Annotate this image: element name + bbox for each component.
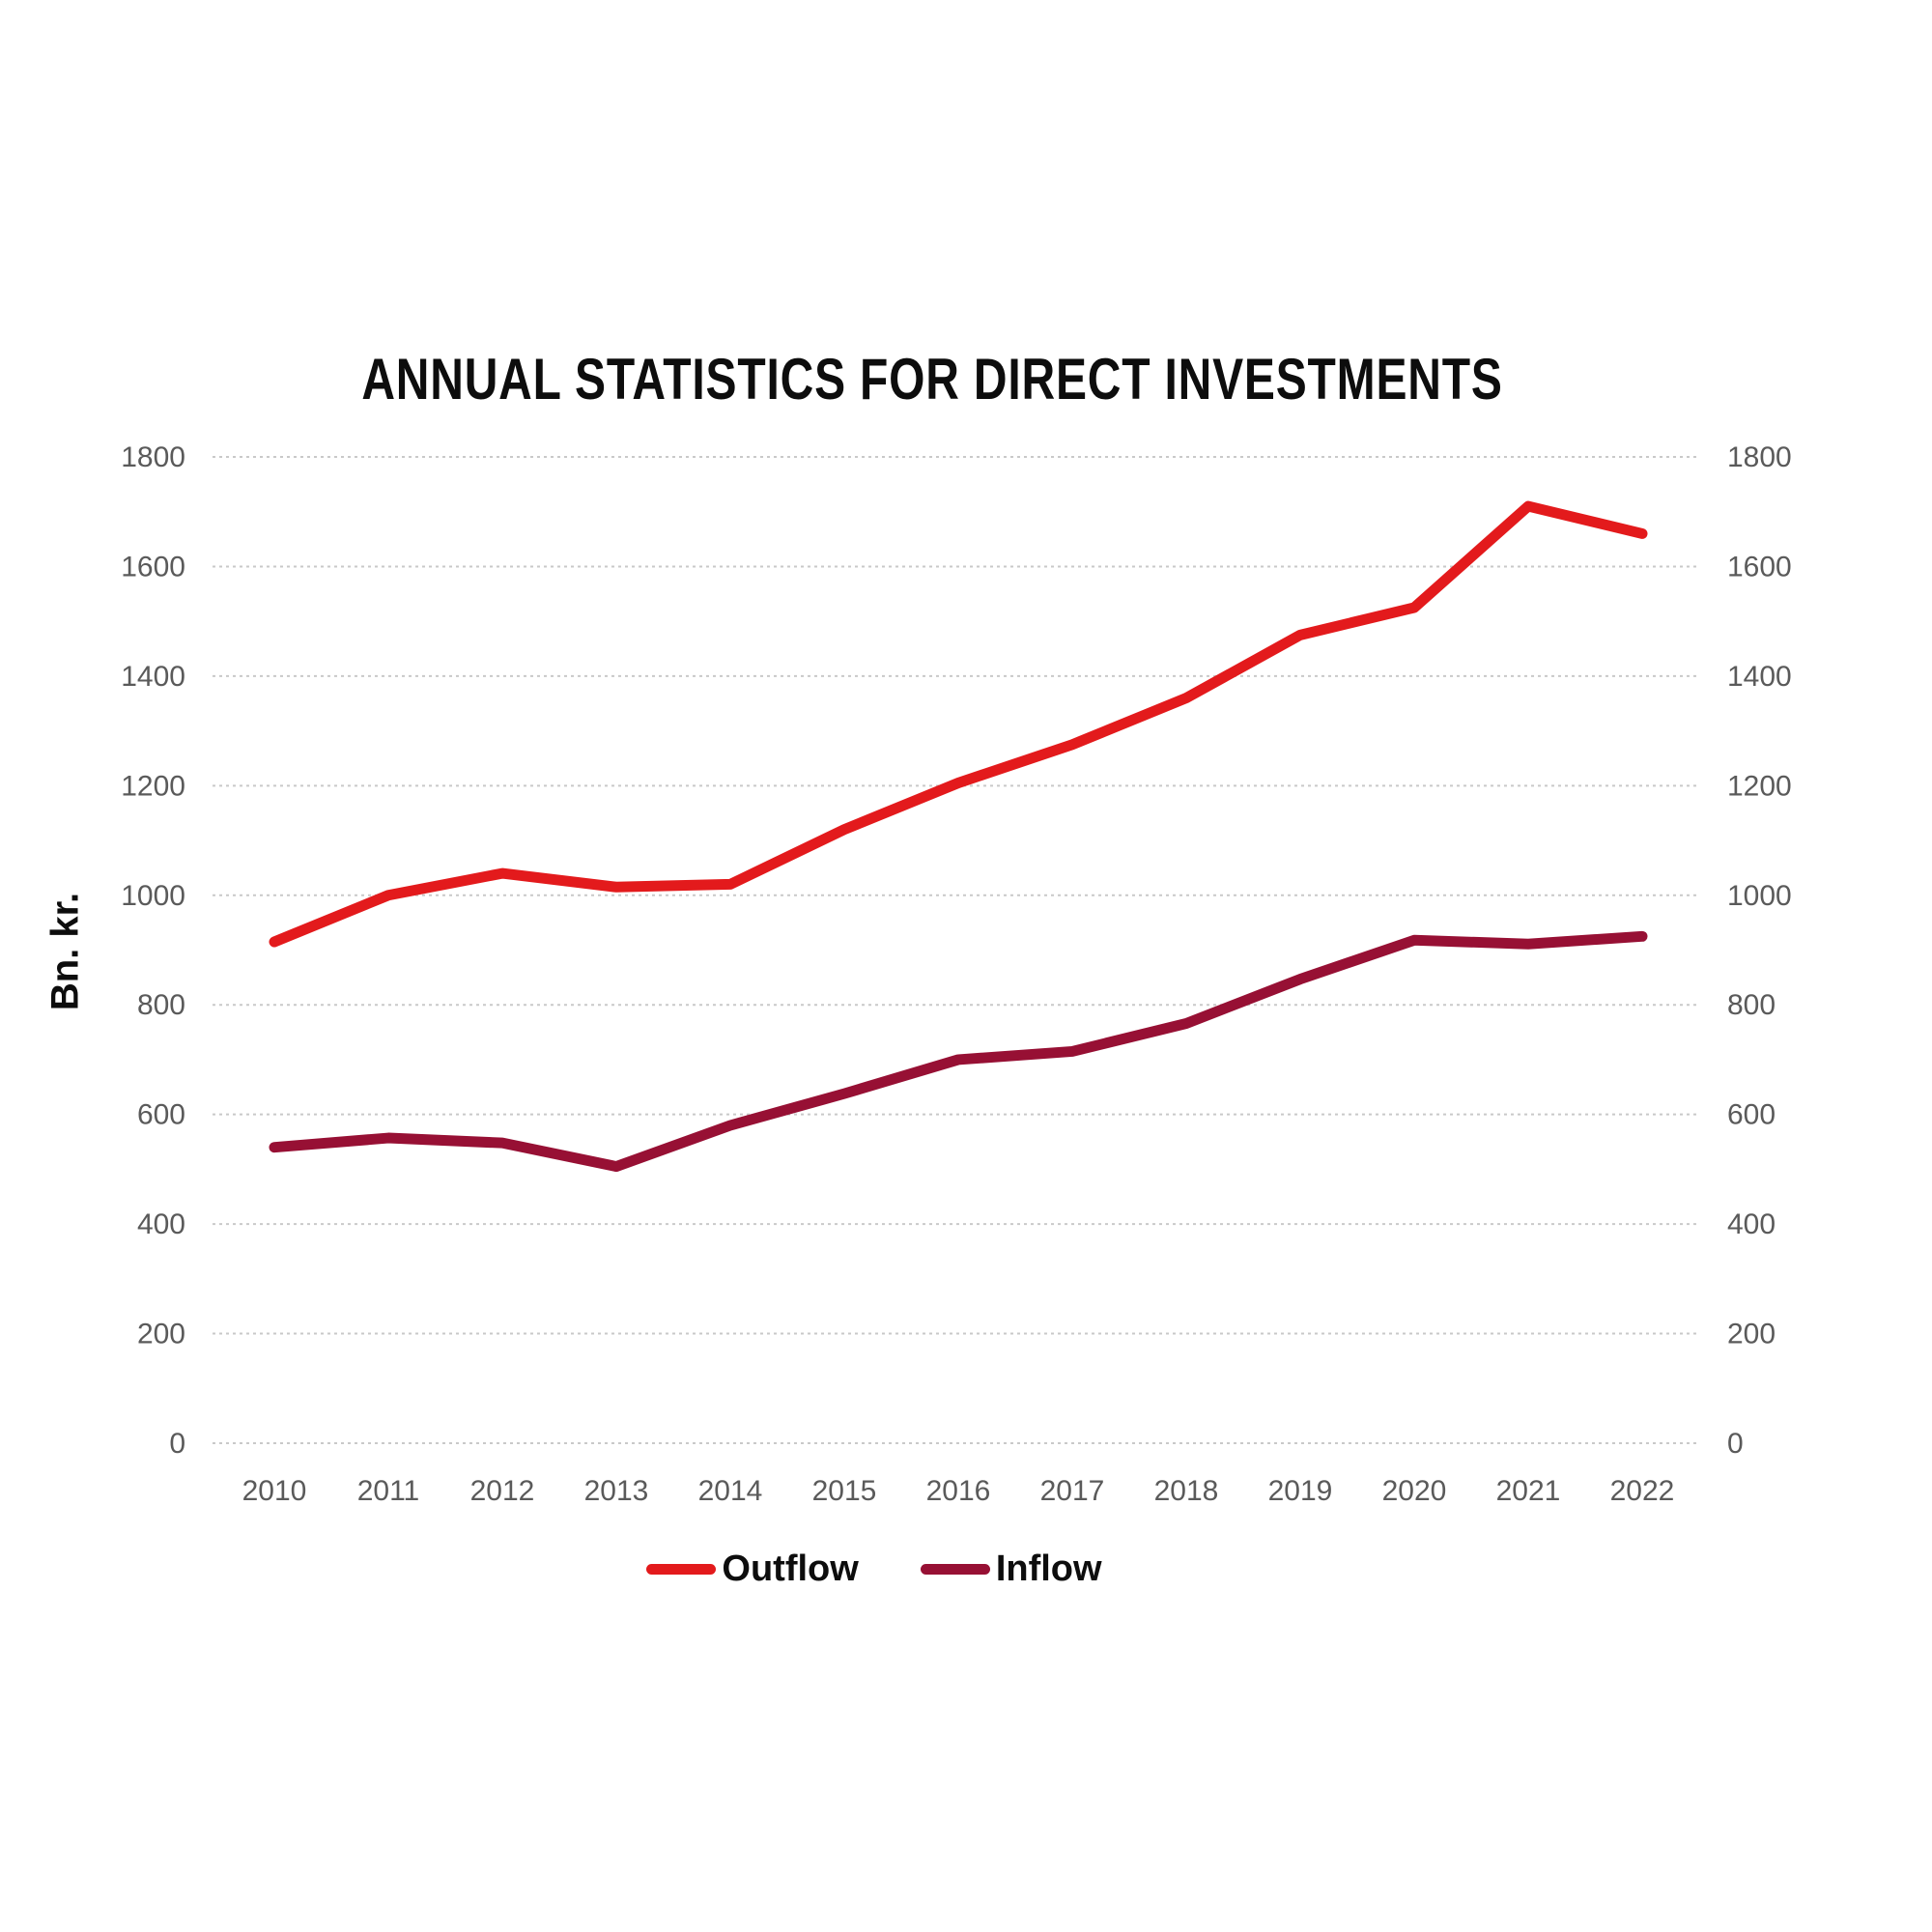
x-tick-label: 2019 [1268,1475,1333,1507]
y-tick-label-left: 1800 [121,441,185,473]
x-tick-label: 2016 [926,1475,991,1507]
x-tick-label: 2022 [1610,1475,1675,1507]
y-tick-label-left: 600 [137,1099,185,1131]
x-tick-label: 2018 [1154,1475,1219,1507]
y-tick-label-right: 200 [1727,1319,1776,1350]
x-tick-label: 2013 [584,1475,649,1507]
y-tick-label-right: 600 [1727,1099,1776,1131]
x-tick-label: 2010 [242,1475,307,1507]
inflow-line-swatch-icon [920,1564,990,1575]
x-tick-label: 2017 [1040,1475,1105,1507]
x-tick-label: 2021 [1496,1475,1561,1507]
y-tick-label-right: 1400 [1727,661,1792,693]
y-tick-label-right: 1200 [1727,770,1792,802]
legend: Outflow Inflow [0,1548,1748,1590]
x-tick-label: 2015 [812,1475,877,1507]
series-line-inflow [269,930,1648,1173]
y-tick-label-right: 1800 [1727,441,1792,473]
y-tick-label-left: 1400 [121,661,185,693]
y-tick-label-right: 400 [1727,1208,1776,1240]
legend-label-inflow: Inflow [995,1548,1102,1589]
y-tick-label-left: 800 [137,989,185,1021]
y-tick-label-left: 200 [137,1319,185,1350]
y-tick-label-left: 400 [137,1208,185,1240]
chart-title: ANNUAL STATISTICS FOR DIRECT INVESTMENTS [361,347,1503,412]
outflow-line-swatch-icon [646,1564,717,1575]
y-tick-label-right: 1000 [1727,880,1792,912]
series-line-outflow [269,500,1648,948]
legend-item-inflow: Inflow [920,1548,1102,1590]
y-tick-label-right: 1600 [1727,551,1792,582]
x-tick-label: 2012 [470,1475,535,1507]
legend-label-outflow: Outflow [722,1548,859,1589]
y-tick-label-left: 1000 [121,880,185,912]
x-tick-label: 2020 [1382,1475,1447,1507]
y-tick-label-right: 0 [1727,1428,1744,1460]
legend-item-outflow: Outflow [646,1548,859,1590]
y-axis-title: Bn. kr. [43,892,87,1011]
y-tick-label-left: 0 [169,1428,185,1460]
x-tick-label: 2011 [357,1475,420,1507]
y-tick-label-left: 1600 [121,551,185,582]
x-tick-label: 2014 [698,1475,763,1507]
y-tick-label-left: 1200 [121,770,185,802]
y-tick-label-right: 800 [1727,989,1776,1021]
